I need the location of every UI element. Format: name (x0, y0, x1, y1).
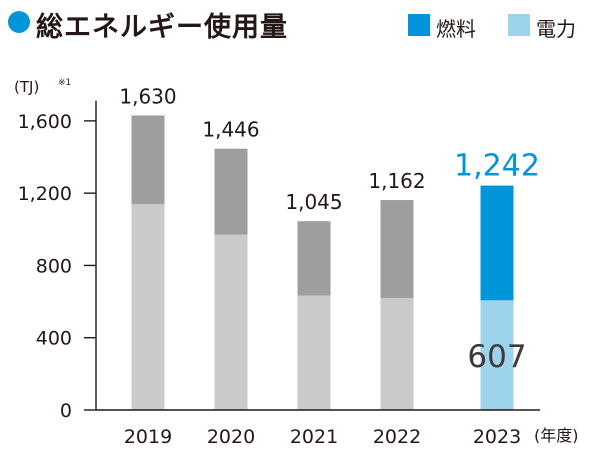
y-tick-label: 1,600 (18, 111, 72, 133)
y-axis-unit-note: ※1 (58, 78, 71, 88)
x-tick-label-2023: 2023 (473, 426, 521, 448)
bar-power-2021 (297, 295, 331, 410)
x-tick-label-2021: 2021 (290, 426, 338, 448)
y-tick-label: 400 (36, 328, 72, 350)
bar-fuel-2023 (480, 185, 514, 301)
total-label-2023: 1,242 (454, 149, 540, 184)
bar-fuel-2019 (131, 115, 165, 205)
bar-fuel-2020 (214, 148, 248, 235)
y-tick-label: 1,200 (18, 183, 72, 205)
total-label-2019: 1,630 (119, 84, 176, 108)
x-tick-label-2022: 2022 (373, 426, 421, 448)
total-label-2021: 1,045 (285, 190, 342, 214)
bar-power-2022 (380, 297, 414, 410)
x-tick-label-2020: 2020 (207, 426, 255, 448)
bar-power-2023 (480, 300, 514, 410)
legend-swatch-fuel (408, 14, 430, 36)
bar-fuel-2022 (380, 200, 414, 298)
bar-fuel-2021 (297, 221, 331, 296)
legend-label-power: 電力 (536, 17, 576, 41)
title-bullet-icon (8, 11, 30, 33)
legend-label-fuel: 燃料 (436, 17, 476, 41)
bar-power-2019 (131, 204, 165, 410)
y-tick-label: 0 (60, 400, 72, 422)
total-label-2022: 1,162 (368, 169, 425, 193)
total-label-2020: 1,446 (202, 118, 259, 142)
highlight-power-label: 607 (467, 339, 526, 375)
chart-title: 総エネルギー使用量 (36, 12, 288, 43)
x-axis-unit: (年度) (534, 426, 579, 445)
y-axis-unit: (TJ) (14, 78, 39, 96)
y-tick-label: 800 (36, 255, 72, 277)
legend-swatch-power (508, 14, 530, 36)
x-tick-label-2019: 2019 (124, 426, 172, 448)
bar-power-2020 (214, 234, 248, 410)
